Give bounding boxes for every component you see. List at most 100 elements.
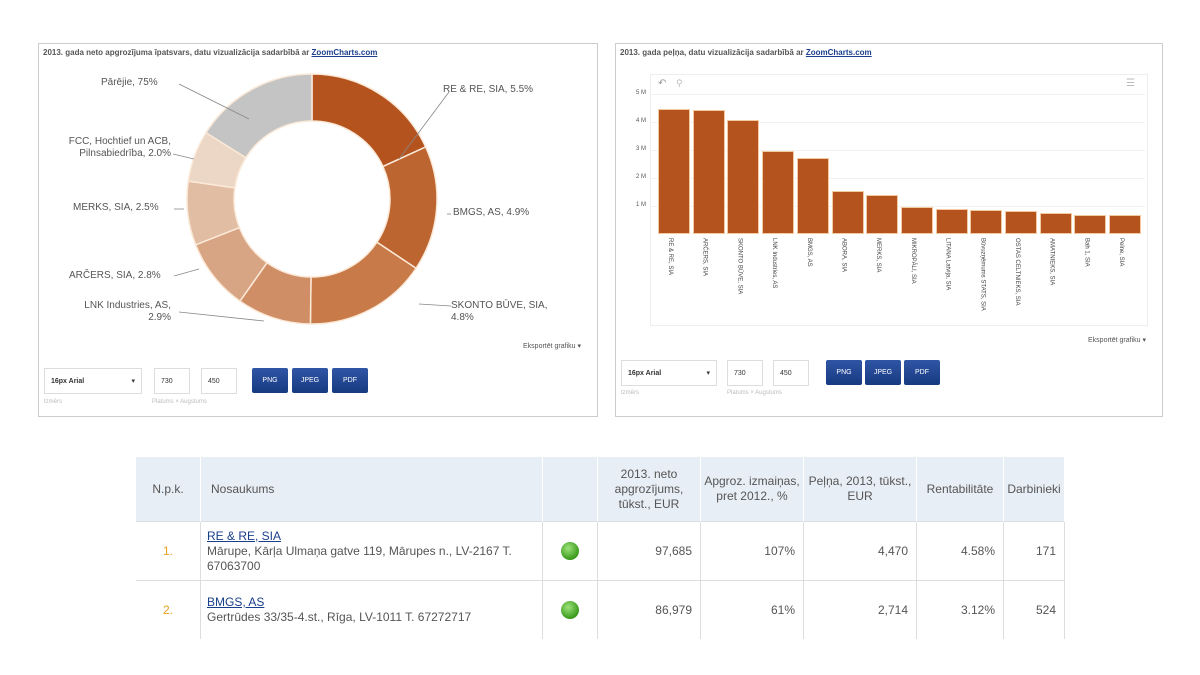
bar[interactable]: [935, 209, 968, 234]
x-tick-label: AMATNIEKS, SIA: [1048, 238, 1055, 286]
size-hint: Platums × Augstums: [152, 399, 207, 405]
profit: 2,714: [803, 580, 917, 639]
width-input[interactable]: 730: [727, 360, 763, 386]
rank: 2.: [136, 580, 201, 639]
font-select[interactable]: 16px Arial ▾: [44, 368, 142, 394]
chevron-down-icon: ▾: [706, 370, 710, 377]
png-button[interactable]: PNG: [826, 360, 862, 385]
bar[interactable]: [796, 158, 829, 234]
height-input[interactable]: 450: [773, 360, 809, 386]
bar[interactable]: [1039, 213, 1072, 234]
x-tick-label: Pelne, SIA: [1118, 238, 1125, 267]
font-hint: Izmērs: [44, 399, 62, 405]
bar[interactable]: [970, 210, 1003, 234]
col-header[interactable]: Nosaukums: [200, 457, 543, 522]
title-text: 2013. gada peļņa, datu vizualizācija sad…: [620, 48, 806, 57]
pdf-button[interactable]: PDF: [332, 368, 368, 393]
x-tick-label: Bah 1, SIA: [1083, 238, 1090, 267]
bar[interactable]: [727, 119, 760, 234]
jpeg-button[interactable]: JPEG: [292, 368, 328, 393]
x-tick-label: OSTAS CELTNIEKS, SIA: [1014, 238, 1020, 306]
width-input[interactable]: 730: [154, 368, 190, 394]
col-header[interactable]: 2013. neto apgrozījums, tūkst., EUR: [597, 457, 701, 522]
col-header[interactable]: Darbinieki: [1003, 457, 1065, 522]
pie-slice[interactable]: [204, 73, 313, 159]
col-header[interactable]: Rentabilitāte: [916, 457, 1004, 522]
title-text: 2013. gada neto apgrozījuma īpatsvars, d…: [43, 48, 312, 57]
turnover: 97,685: [597, 521, 701, 581]
col-header[interactable]: Peļņa, 2013, tūkst., EUR: [803, 457, 917, 522]
x-tick-label: Būvuzņēmums STATS, SIA: [979, 238, 986, 311]
profit: 4,470: [803, 521, 917, 581]
plot-area[interactable]: [650, 74, 1148, 326]
change: 107%: [700, 521, 804, 581]
gridline: [651, 122, 1145, 123]
chevron-down-icon: ▾: [131, 378, 135, 385]
pie-label: LNK Industries, AS, 2.9%: [84, 300, 171, 323]
export-chart-menu[interactable]: Eksportēt grafiku ▾: [1088, 337, 1146, 344]
zoomcharts-link[interactable]: ZoomCharts.com: [311, 48, 378, 57]
companies-table: N.p.k. Nosaukums 2013. neto apgrozījums,…: [136, 457, 1065, 639]
donut-chart[interactable]: [39, 44, 597, 344]
bar[interactable]: [692, 110, 725, 234]
bar[interactable]: [1005, 211, 1037, 234]
profitability: 3.12%: [916, 580, 1004, 639]
pdf-button[interactable]: PDF: [904, 360, 940, 385]
jpeg-button[interactable]: JPEG: [865, 360, 901, 385]
height-input[interactable]: 450: [201, 368, 237, 394]
gridline: [651, 150, 1145, 151]
zoom-icon[interactable]: ⚲: [676, 78, 683, 88]
status-indicator-icon: [561, 601, 579, 619]
x-tick-label: BMGS, AS: [805, 238, 812, 267]
x-tick-label: MIKROPĀLI, SIA: [909, 238, 916, 284]
export-chart-menu[interactable]: Eksportēt grafiku ▾: [523, 343, 581, 350]
col-header[interactable]: N.p.k.: [136, 457, 201, 522]
menu-icon[interactable]: ☰: [1126, 78, 1135, 89]
employees: 524: [1003, 580, 1065, 639]
x-tick-label: ABORA, SIA: [840, 238, 847, 273]
font-select-value: 16px Arial: [51, 377, 85, 385]
png-button[interactable]: PNG: [252, 368, 288, 393]
x-tick-label: LITANA Latvija, SIA: [944, 238, 951, 291]
pie-slice[interactable]: [311, 73, 427, 168]
y-tick-label: 3 M: [635, 146, 646, 152]
x-tick-label: ARČERS, SIA: [701, 238, 708, 277]
table-row: 2. BMGS, AS Gertrūdes 33/35-4.st., Rīga, …: [136, 580, 1065, 639]
x-tick-label: SKONTO BŪVE, SIA: [736, 238, 743, 295]
bar-chart-title: 2013. gada peļņa, datu vizualizācija sad…: [620, 48, 872, 57]
bar[interactable]: [866, 194, 899, 234]
pie-label: SKONTO BŪVE, SIA, 4.8%: [451, 300, 548, 323]
change: 61%: [700, 580, 804, 639]
pie-chart-panel: 2013. gada neto apgrozījuma īpatsvars, d…: [38, 43, 598, 417]
pie-label: Pārējie, 75%: [101, 77, 158, 88]
pie-label: FCC, Hochtief un ACB, Pilnsabiedrība, 2.…: [68, 136, 171, 159]
back-icon[interactable]: ↶: [658, 78, 667, 89]
rank: 1.: [136, 521, 201, 581]
turnover: 86,979: [597, 580, 701, 639]
leader-line: [178, 83, 250, 120]
pie-label: BMGS, AS, 4.9%: [453, 207, 530, 218]
bar[interactable]: [831, 190, 864, 234]
bar[interactable]: [658, 108, 690, 234]
bar[interactable]: [900, 206, 933, 234]
col-header[interactable]: Apgroz. izmaiņas, pret 2012., %: [700, 457, 804, 522]
leader-line: [418, 303, 452, 307]
gridline: [651, 178, 1145, 179]
company-link[interactable]: BMGS, AS: [207, 595, 265, 609]
bar[interactable]: [1074, 214, 1107, 234]
bar[interactable]: [762, 151, 795, 234]
employees: 171: [1003, 521, 1065, 581]
y-tick-label: 1 M: [635, 202, 646, 208]
font-select-value: 16px Arial: [628, 369, 662, 377]
font-hint: Izmērs: [621, 390, 639, 396]
zoomcharts-link[interactable]: ZoomCharts.com: [805, 48, 872, 57]
font-select[interactable]: 16px Arial ▾: [621, 360, 717, 386]
bar[interactable]: [1109, 214, 1142, 234]
pie-label: MERKS, SIA, 2.5%: [73, 202, 159, 213]
company-link[interactable]: RE & RE, SIA: [207, 528, 282, 543]
x-tick-label: MERKS, SIA: [875, 238, 882, 273]
company-address: Mārupe, Kārļa Ulmaņa gatve 119, Mārupes …: [207, 543, 512, 573]
bar-chart-panel: 2013. gada peļņa, datu vizualizācija sad…: [615, 43, 1163, 417]
y-tick-label: 4 M: [635, 118, 646, 124]
pie-label: RE & RE, SIA, 5.5%: [443, 84, 534, 95]
